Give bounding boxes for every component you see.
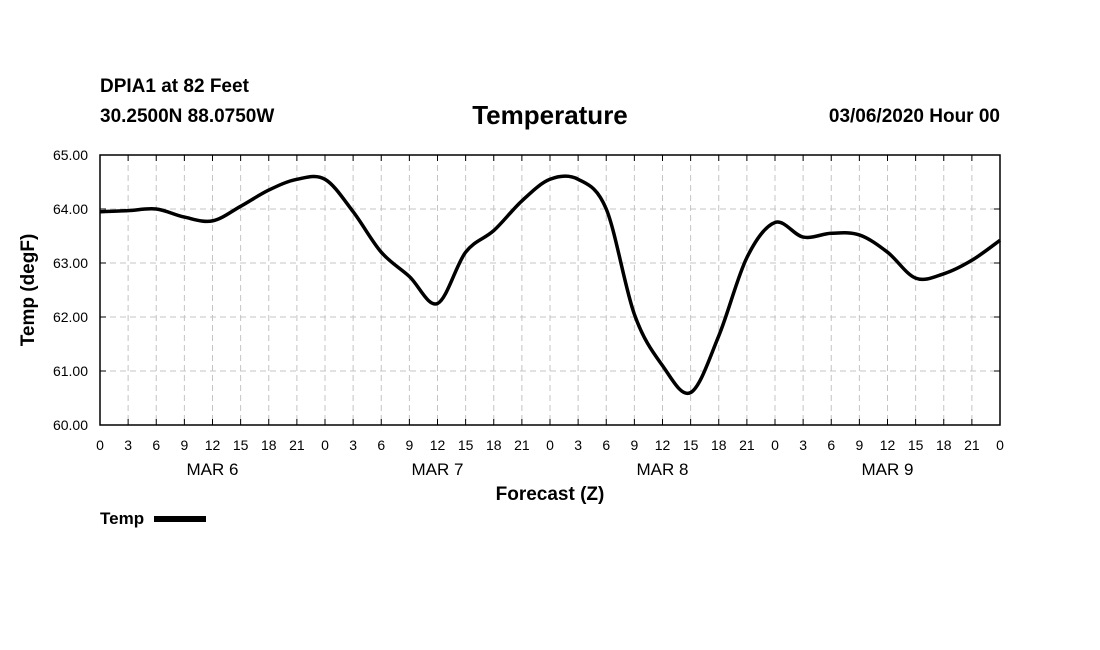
x-tick-label: 12 (655, 437, 671, 453)
temp-series-line (99, 174, 1002, 396)
x-tick-label: 3 (349, 437, 357, 453)
x-tick-label: 15 (683, 437, 699, 453)
x-tick-label: 18 (711, 437, 727, 453)
day-label: MAR 7 (412, 460, 464, 479)
x-tick-label: 0 (771, 437, 779, 453)
legend-swatch (154, 516, 207, 522)
y-axis-label: Temp (degF) (18, 234, 39, 347)
x-tick-label: 0 (546, 437, 554, 453)
x-tick-label: 0 (996, 437, 1004, 453)
y-tick-label: 62.00 (53, 309, 88, 325)
x-tick-label: 15 (233, 437, 249, 453)
day-label: MAR 8 (637, 460, 689, 479)
x-tick-label: 6 (152, 437, 160, 453)
y-tick-label: 64.00 (53, 201, 88, 217)
x-tick-label: 15 (908, 437, 924, 453)
x-tick-label: 9 (180, 437, 188, 453)
x-tick-label: 9 (855, 437, 863, 453)
x-tick-label: 3 (574, 437, 582, 453)
x-tick-label: 21 (964, 437, 980, 453)
x-tick-label: 12 (880, 437, 896, 453)
y-tick-label: 60.00 (53, 417, 88, 433)
station-label: DPIA1 at 82 Feet (100, 76, 249, 97)
legend-label: Temp (100, 509, 145, 528)
x-tick-label: 3 (799, 437, 807, 453)
y-tick-label: 61.00 (53, 363, 88, 379)
x-tick-label: 6 (602, 437, 610, 453)
x-tick-label: 18 (936, 437, 952, 453)
x-tick-label: 18 (261, 437, 277, 453)
day-label: MAR 9 (862, 460, 914, 479)
series-layer (99, 174, 1002, 396)
x-axis-label: Forecast (Z) (496, 484, 605, 505)
x-tick-label: 18 (486, 437, 502, 453)
coordinates-label: 30.2500N 88.0750W (100, 106, 275, 127)
x-tick-label: 21 (739, 437, 755, 453)
x-tick-label: 21 (514, 437, 530, 453)
grid-layer (100, 155, 1000, 425)
x-tick-label: 3 (124, 437, 132, 453)
x-tick-label: 12 (205, 437, 221, 453)
x-tick-label: 12 (430, 437, 446, 453)
x-tick-label: 6 (377, 437, 385, 453)
x-tick-label: 21 (289, 437, 305, 453)
x-tick-label: 9 (630, 437, 638, 453)
plot-frame (99, 154, 1001, 426)
x-tick-label: 15 (458, 437, 474, 453)
y-tick-label: 63.00 (53, 255, 88, 271)
x-tick-label: 9 (405, 437, 413, 453)
x-tick-label: 0 (321, 437, 329, 453)
forecast-timestamp: 03/06/2020 Hour 00 (828, 106, 1000, 127)
chart-title: Temperature (472, 100, 628, 130)
x-tick-label: 0 (96, 437, 104, 453)
axis-layer: 0 3 6 9 12 15 18 21 0 3 6 9 12 15 18 21 0 3 6 9 12 15 18 21 0 3 6 9… (53, 147, 1004, 479)
y-tick-label: 65.00 (53, 147, 88, 163)
legend: Temp (100, 509, 207, 529)
day-label: MAR 6 (187, 460, 239, 479)
x-tick-label: 6 (827, 437, 835, 453)
